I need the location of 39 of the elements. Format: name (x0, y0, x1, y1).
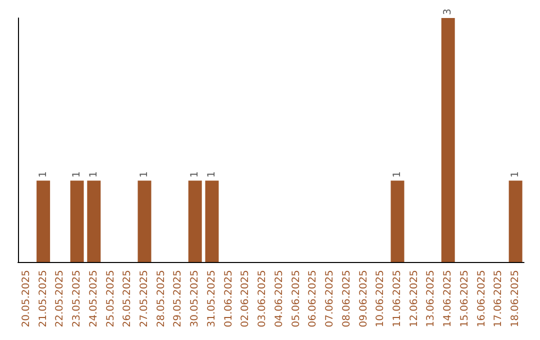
x-tick-label: 28.05.2025 (156, 270, 167, 328)
x-tick-label: 31.05.2025 (206, 270, 218, 328)
x-tick-label: 15.06.2025 (459, 270, 470, 328)
x-tick-label: 20.05.2025 (20, 270, 32, 328)
x-tick-label: 08.06.2025 (341, 270, 352, 328)
x-tick-label: 12.06.2025 (408, 270, 420, 328)
data-label: 1 (190, 171, 201, 178)
data-label: 1 (88, 171, 100, 178)
data-label: 1 (206, 171, 218, 178)
x-tick-label: 22.05.2025 (54, 270, 66, 328)
x-tick-label: 10.06.2025 (375, 270, 386, 328)
x-tick-label: 25.05.2025 (105, 270, 116, 328)
x-tick-label: 03.06.2025 (257, 270, 268, 328)
x-tick-label: 13.06.2025 (426, 270, 437, 328)
x-tick-label: 24.05.2025 (88, 270, 100, 328)
x-tick-label: 11.06.2025 (392, 270, 403, 328)
x-tick-label: 14.06.2025 (442, 270, 454, 328)
x-tick-label: 17.06.2025 (493, 270, 504, 328)
data-label: 1 (38, 171, 49, 178)
x-tick-label: 21.05.2025 (38, 270, 49, 328)
x-tick-label: 16.06.2025 (476, 270, 488, 328)
x-tick-label: 01.06.2025 (223, 270, 234, 328)
x-tick-label: 27.05.2025 (139, 270, 150, 328)
x-tick-label: 26.05.2025 (122, 270, 134, 328)
x-tick-label: 02.06.2025 (240, 270, 252, 328)
data-label: 1 (72, 171, 83, 178)
x-tick-label: 07.06.2025 (324, 270, 336, 328)
x-tick-label: 09.06.2025 (358, 270, 370, 328)
data-label: 1 (139, 171, 150, 178)
x-tick-label: 30.05.2025 (190, 270, 201, 328)
data-label: 1 (510, 171, 522, 178)
x-tick-label: 23.05.2025 (72, 270, 83, 328)
x-tick-label: 06.06.2025 (308, 270, 319, 328)
data-label: 3 (442, 8, 454, 15)
x-tick-label: 04.06.2025 (274, 270, 285, 328)
x-tick-label: 18.06.2025 (510, 270, 522, 328)
x-tick-label: 29.05.2025 (172, 270, 184, 328)
x-tick-label: 05.06.2025 (290, 270, 302, 328)
data-label: 1 (392, 171, 403, 178)
